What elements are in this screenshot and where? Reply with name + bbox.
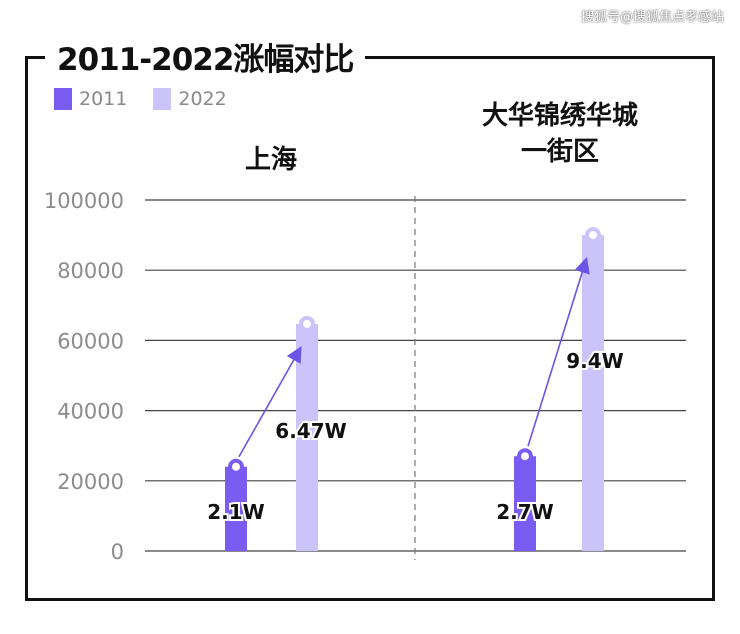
legend-swatch-2011 <box>54 88 72 110</box>
legend-label-2022: 2022 <box>178 88 227 110</box>
data-label-2022: 6.47W <box>275 419 346 443</box>
y-tick-label: 20000 <box>57 470 124 494</box>
growth-arrow <box>527 257 590 447</box>
bar <box>582 235 604 551</box>
legend-item-2022: 2022 <box>153 88 227 110</box>
bar-top-marker <box>299 315 315 332</box>
chart-frame <box>25 56 715 601</box>
bar-top-marker <box>517 448 533 465</box>
category-label: 上海 <box>245 145 297 175</box>
growth-arrow <box>238 346 302 458</box>
watermark: 搜狐号@搜狐焦点孝感站 <box>580 10 724 25</box>
bar <box>296 323 318 551</box>
bar <box>514 456 536 551</box>
category-label: 一街区 <box>521 137 599 167</box>
legend-item-2011: 2011 <box>54 88 127 110</box>
data-label-2011: 2.7W <box>496 500 554 524</box>
bar-top-marker <box>228 458 244 475</box>
legend-label-2011: 2011 <box>79 88 128 110</box>
y-tick-label: 0 <box>111 540 124 564</box>
y-tick-label: 100000 <box>44 189 124 213</box>
legend-swatch-2022 <box>153 88 172 110</box>
data-label-2022: 9.4W <box>566 349 624 373</box>
category-label: 大华锦绣华城 <box>482 100 638 131</box>
y-tick-label: 40000 <box>57 400 124 424</box>
bar <box>225 466 247 551</box>
legend: 2011 2022 <box>54 88 245 110</box>
chart-title-wrap: 2011-2022涨幅对比 <box>45 34 366 79</box>
y-tick-label: 60000 <box>57 329 124 353</box>
data-label-2011: 2.1W <box>207 500 265 524</box>
chart-title: 2011-2022涨幅对比 <box>57 42 354 78</box>
y-tick-label: 80000 <box>57 259 124 283</box>
bar-top-marker <box>585 227 601 244</box>
